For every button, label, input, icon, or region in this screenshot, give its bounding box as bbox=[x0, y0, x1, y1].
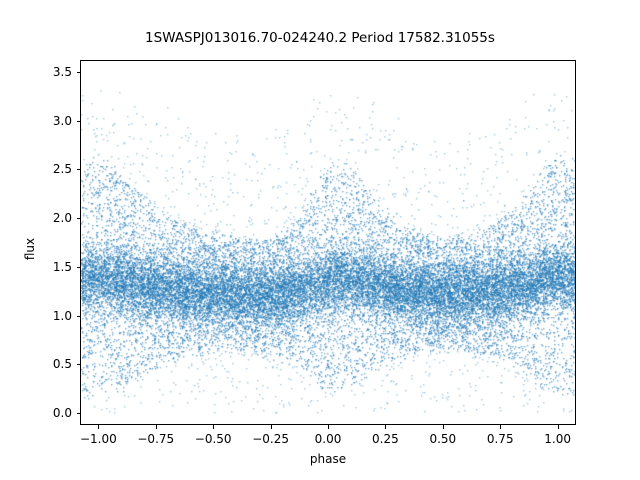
x-tick-label: 0.75 bbox=[486, 432, 514, 446]
y-tick-mark bbox=[76, 266, 80, 268]
y-tick-label: 0.5 bbox=[52, 357, 72, 372]
y-tick-mark bbox=[76, 71, 80, 73]
x-tick-label: 0.00 bbox=[314, 432, 342, 446]
plot-axes bbox=[80, 60, 576, 425]
x-tick-label: −1.00 bbox=[79, 432, 117, 446]
y-tick-label: 3.0 bbox=[52, 113, 72, 128]
x-tick-mark bbox=[155, 425, 157, 429]
y-axis-label: flux bbox=[23, 237, 37, 261]
y-tick-mark bbox=[76, 364, 80, 366]
x-tick-label: −0.75 bbox=[137, 432, 175, 446]
y-tick-mark bbox=[76, 413, 80, 415]
x-tick-mark bbox=[213, 425, 215, 429]
x-axis-label: phase bbox=[309, 452, 347, 466]
x-tick-label: 0.25 bbox=[372, 432, 399, 446]
x-tick-mark bbox=[500, 425, 502, 429]
y-tick-label: 1.0 bbox=[52, 308, 72, 323]
x-tick-label: 1.00 bbox=[544, 432, 571, 446]
y-tick-mark bbox=[76, 315, 80, 317]
y-tick-label: 2.5 bbox=[52, 162, 72, 177]
y-tick-label: 2.0 bbox=[52, 211, 72, 226]
scatter-points-layer bbox=[81, 61, 575, 424]
y-tick-label: 1.5 bbox=[52, 259, 72, 274]
x-tick-label: 0.50 bbox=[429, 432, 457, 446]
chart-title: 1SWASPJ013016.70-024240.2 Period 17582.3… bbox=[145, 30, 495, 46]
y-tick-mark bbox=[76, 120, 80, 122]
y-tick-label: 0.0 bbox=[52, 406, 72, 421]
y-tick-mark bbox=[76, 218, 80, 220]
x-tick-mark bbox=[270, 425, 272, 429]
x-tick-mark bbox=[328, 425, 329, 429]
x-tick-label: −0.25 bbox=[252, 432, 289, 446]
x-tick-mark bbox=[385, 425, 387, 429]
y-tick-mark bbox=[76, 169, 80, 171]
x-tick-mark bbox=[442, 425, 444, 429]
x-tick-mark bbox=[98, 425, 100, 429]
y-tick-label: 3.5 bbox=[52, 64, 72, 79]
x-tick-label: −0.50 bbox=[194, 432, 232, 446]
x-tick-mark bbox=[557, 425, 559, 429]
